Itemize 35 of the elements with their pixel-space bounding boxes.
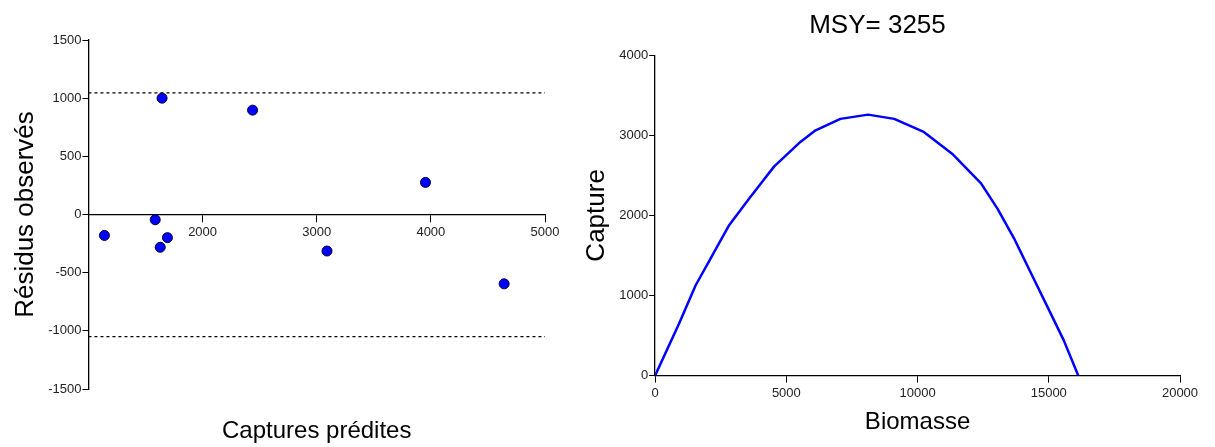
point <box>321 245 333 257</box>
y-tick-label: -1000 <box>48 322 82 338</box>
y-tick-label: 2000 <box>619 206 649 222</box>
y-axis-title: Résidus observés <box>8 111 39 318</box>
x-tick-label: 3000 <box>302 223 332 239</box>
point <box>161 232 173 244</box>
point <box>156 92 168 104</box>
y-axis-title: Capture <box>579 169 610 262</box>
point <box>498 278 510 290</box>
chart-title: MSY= 3255 <box>809 8 946 39</box>
y-tick-label: 3000 <box>619 126 649 142</box>
point <box>247 104 259 116</box>
x-tick-label: 5000 <box>530 223 560 239</box>
x-axis-title: Captures prédites <box>222 415 412 443</box>
y-tick-label: 4000 <box>619 46 649 62</box>
x-tick-label: 0 <box>651 384 659 400</box>
x-tick-label: 10000 <box>899 384 936 400</box>
x-tick-label: 20000 <box>1161 384 1199 400</box>
x-tick-label: 4000 <box>416 223 446 239</box>
point <box>420 176 431 188</box>
y-tick-label: -500 <box>55 264 82 280</box>
y-tick-label: 0 <box>74 206 82 222</box>
y-tick-label: -1500 <box>48 380 82 396</box>
x-axis-title: Biomasse <box>864 407 971 435</box>
point <box>154 241 166 253</box>
x-tick-label: 15000 <box>1030 384 1067 400</box>
y-tick-label: 0 <box>640 367 649 383</box>
y-tick-label: 1500 <box>52 31 82 47</box>
x-tick-label: 2000 <box>188 223 218 239</box>
point <box>98 229 110 241</box>
y-tick-label: 1000 <box>619 287 649 303</box>
y-tick-label: 500 <box>59 147 82 163</box>
y-tick-label: 1000 <box>52 89 82 105</box>
point <box>149 214 161 226</box>
x-tick-label: 5000 <box>771 384 801 400</box>
